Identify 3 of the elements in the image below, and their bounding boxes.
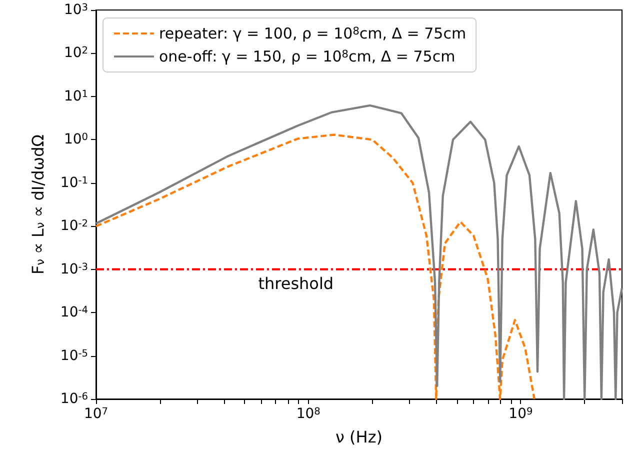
x-axis-title: ν (Hz) bbox=[336, 428, 382, 446]
ref-line-label: threshold bbox=[258, 274, 334, 293]
y-axis-title: Fν ∝ Lν ∝ dI/dωdΩ bbox=[28, 134, 48, 275]
